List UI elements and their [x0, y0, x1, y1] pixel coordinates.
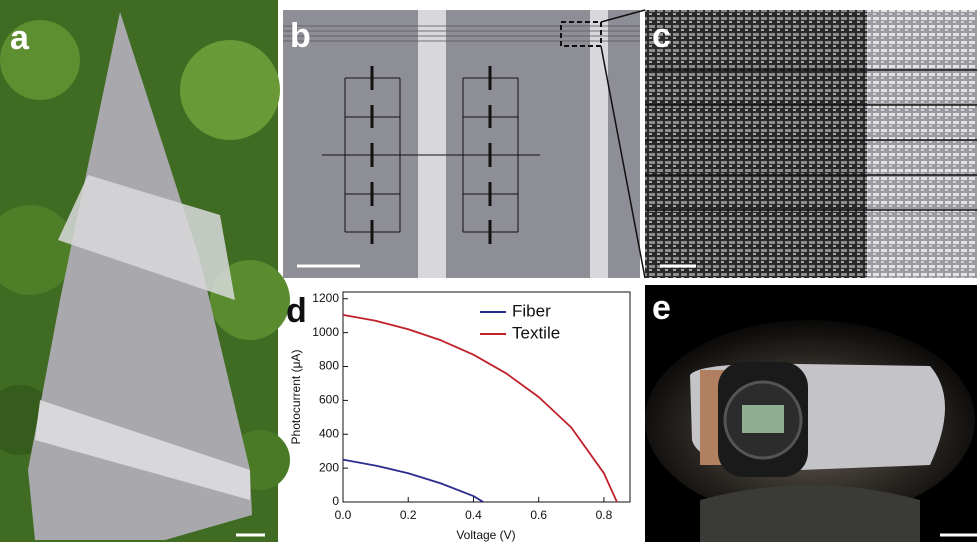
y-tick-label: 1000	[312, 325, 339, 339]
y-tick-label: 600	[319, 393, 339, 407]
x-tick-label: 0.4	[465, 508, 482, 522]
data-line	[343, 460, 483, 502]
x-tick-label: 0.0	[335, 508, 352, 522]
panel-c-photo	[645, 10, 977, 278]
legend-label: Fiber	[512, 301, 551, 320]
data-line	[343, 315, 617, 502]
y-tick-label: 0	[332, 494, 339, 508]
x-tick-label: 0.8	[596, 508, 613, 522]
panel-b-photo	[283, 10, 645, 278]
y-tick-label: 1200	[312, 291, 339, 305]
panel-label: a	[10, 19, 30, 57]
legend-label: Textile	[512, 323, 560, 342]
panel-label: b	[290, 17, 311, 55]
chart: Photocurrent (μA) Voltage (V) 0 200 400 600…	[289, 291, 630, 542]
x-axis-label: Voltage (V)	[456, 528, 515, 542]
x-tick-label: 0.6	[530, 508, 547, 522]
y-axis-label: Photocurrent (μA)	[289, 350, 303, 445]
x-tick-label: 0.2	[400, 508, 417, 522]
y-tick-label: 200	[319, 460, 339, 474]
panel-a-photo	[0, 0, 290, 542]
panel-label: c	[652, 17, 671, 55]
panel-label: e	[652, 289, 671, 327]
y-tick-label: 400	[319, 426, 339, 440]
y-tick-label: 800	[319, 359, 339, 373]
panel-e-photo	[645, 285, 977, 542]
panel-label: d	[286, 292, 307, 330]
figure: a b c Photocurrent (μA) Voltage (V)	[0, 0, 977, 542]
